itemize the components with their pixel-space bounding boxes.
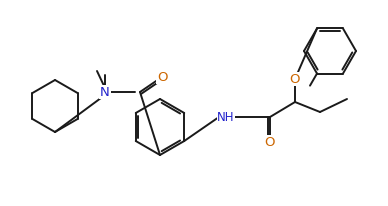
Text: O: O bbox=[290, 73, 300, 86]
Text: NH: NH bbox=[217, 111, 235, 124]
Text: N: N bbox=[100, 86, 110, 99]
Text: O: O bbox=[157, 71, 167, 84]
Text: O: O bbox=[265, 136, 275, 149]
